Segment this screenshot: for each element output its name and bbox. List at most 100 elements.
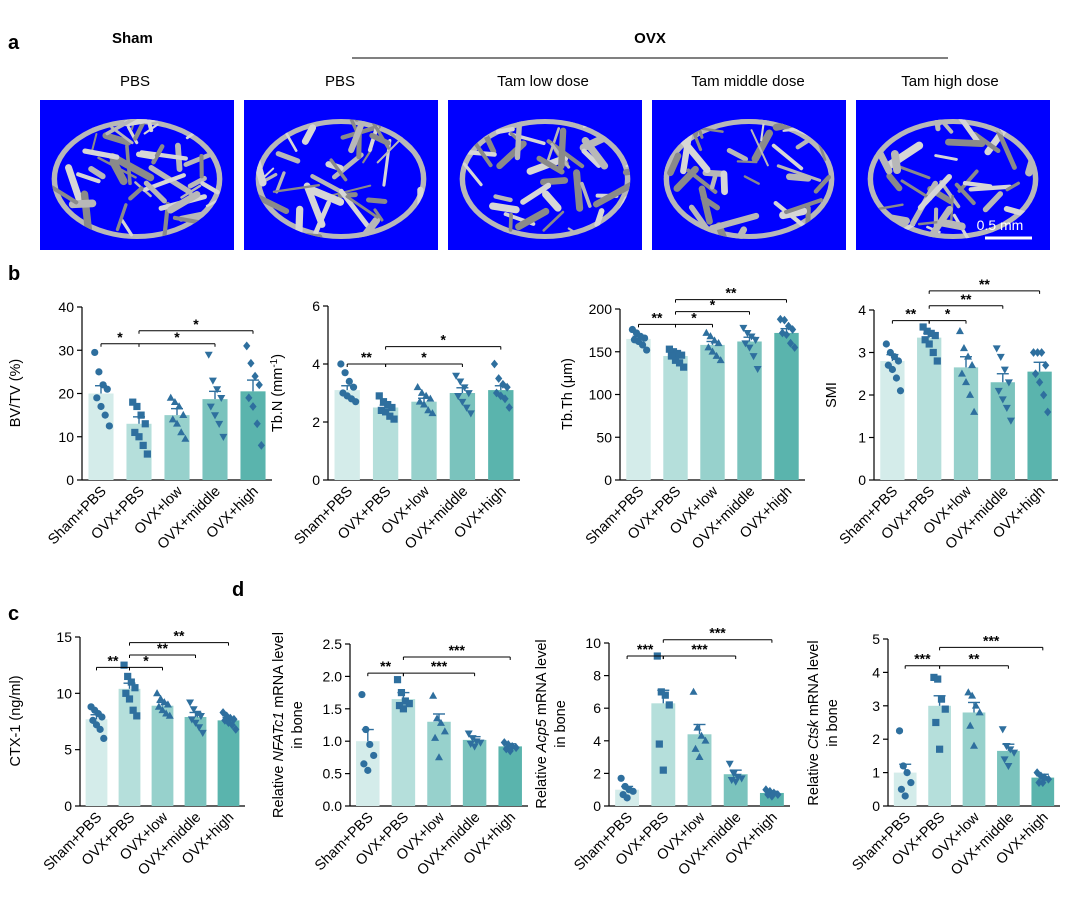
data-point xyxy=(127,678,135,686)
data-point xyxy=(143,450,151,458)
data-point xyxy=(930,673,938,682)
data-point xyxy=(464,390,473,398)
data-point xyxy=(431,733,440,741)
data-point xyxy=(466,740,475,748)
data-point xyxy=(191,719,200,727)
data-point xyxy=(506,746,514,756)
data-point xyxy=(968,361,977,369)
data-point xyxy=(405,700,413,708)
data-point xyxy=(497,391,505,401)
data-point xyxy=(629,787,637,795)
bar-Sham+PBS xyxy=(880,361,905,480)
data-point xyxy=(129,398,137,406)
significance-label: ** xyxy=(652,309,663,325)
bar-OVX+middle xyxy=(997,750,1020,806)
bar-OVX+PBS xyxy=(663,356,688,480)
data-point xyxy=(725,760,734,768)
y-tick-label: 2 xyxy=(312,414,320,430)
data-point xyxy=(933,357,941,365)
y-tick-label: 0 xyxy=(604,472,612,488)
data-point xyxy=(975,708,984,716)
data-point xyxy=(659,766,667,774)
significance-label: ** xyxy=(108,652,119,668)
data-point xyxy=(998,726,1007,734)
data-point xyxy=(768,791,776,801)
significance-label: ** xyxy=(361,349,372,365)
bar-Sham+PBS xyxy=(85,719,108,806)
data-point xyxy=(934,675,942,683)
data-point xyxy=(179,410,188,419)
data-point xyxy=(91,348,99,357)
data-point xyxy=(1004,763,1013,771)
data-point xyxy=(1044,774,1053,784)
data-point xyxy=(731,778,740,786)
y-tick-label: 4 xyxy=(593,733,601,749)
data-point xyxy=(135,433,143,441)
data-point xyxy=(693,723,702,731)
data-point xyxy=(349,383,358,391)
data-point xyxy=(253,419,261,429)
data-point xyxy=(131,428,139,437)
data-point xyxy=(249,402,257,411)
data-point xyxy=(100,734,108,743)
micro-ct-image-2 xyxy=(448,100,642,250)
bar-OVX+PBS xyxy=(391,699,416,806)
data-point xyxy=(1029,348,1038,357)
data-point xyxy=(970,407,979,415)
y-tick-label: 8 xyxy=(593,668,601,684)
data-point xyxy=(166,393,175,401)
data-point xyxy=(433,714,442,722)
data-point xyxy=(215,420,224,428)
data-point xyxy=(98,713,106,721)
bar-OVX+high xyxy=(217,720,240,806)
data-point xyxy=(251,371,259,381)
significance-label: * xyxy=(193,316,199,332)
data-point xyxy=(714,339,723,347)
data-point xyxy=(903,769,911,777)
data-point xyxy=(1004,379,1013,387)
data-point xyxy=(96,725,104,733)
y-tick-label: 10 xyxy=(585,635,601,651)
data-point xyxy=(198,729,207,737)
data-point xyxy=(165,711,174,719)
y-axis-label: Tb.N (mm-1) xyxy=(269,354,287,432)
y-tick-label: 0 xyxy=(858,472,866,488)
significance-label: ** xyxy=(380,658,391,674)
data-point xyxy=(370,751,378,760)
data-point xyxy=(417,388,426,396)
y-tick-label: 5 xyxy=(64,742,72,758)
data-point xyxy=(217,394,226,403)
data-point xyxy=(899,762,907,770)
data-point xyxy=(789,325,797,334)
column-label-1: PBS xyxy=(325,73,355,90)
y-tick-label: 2 xyxy=(858,387,866,403)
data-point xyxy=(896,387,905,395)
significance-label: *** xyxy=(637,641,654,657)
data-point xyxy=(665,345,673,353)
scale-bar-label: 0.5 mm xyxy=(977,217,1024,233)
y-tick-label: 5 xyxy=(872,631,880,647)
bar-OVX+PBS xyxy=(118,688,141,806)
data-point xyxy=(617,774,625,782)
data-point xyxy=(1002,404,1011,412)
significance-label: * xyxy=(945,306,951,322)
data-point xyxy=(1006,417,1015,425)
data-point xyxy=(774,790,782,799)
y-tick-label: 200 xyxy=(589,301,613,317)
micro-ct-image-0 xyxy=(40,100,234,250)
y-axis-label: Relative Acp5 mRNA level xyxy=(534,639,550,808)
y-tick-label: 3 xyxy=(858,345,866,361)
data-point xyxy=(737,775,746,783)
data-point xyxy=(175,402,184,410)
y-axis-label-line2: in bone xyxy=(290,701,306,749)
data-point xyxy=(435,753,443,761)
data-point xyxy=(697,731,706,739)
data-point xyxy=(962,378,970,386)
bar-OVX+low xyxy=(953,367,979,480)
data-point xyxy=(1033,768,1041,777)
data-point xyxy=(440,727,449,735)
significance-label: ** xyxy=(961,291,972,307)
data-point xyxy=(390,415,398,423)
y-axis-label: SMI xyxy=(824,382,840,408)
